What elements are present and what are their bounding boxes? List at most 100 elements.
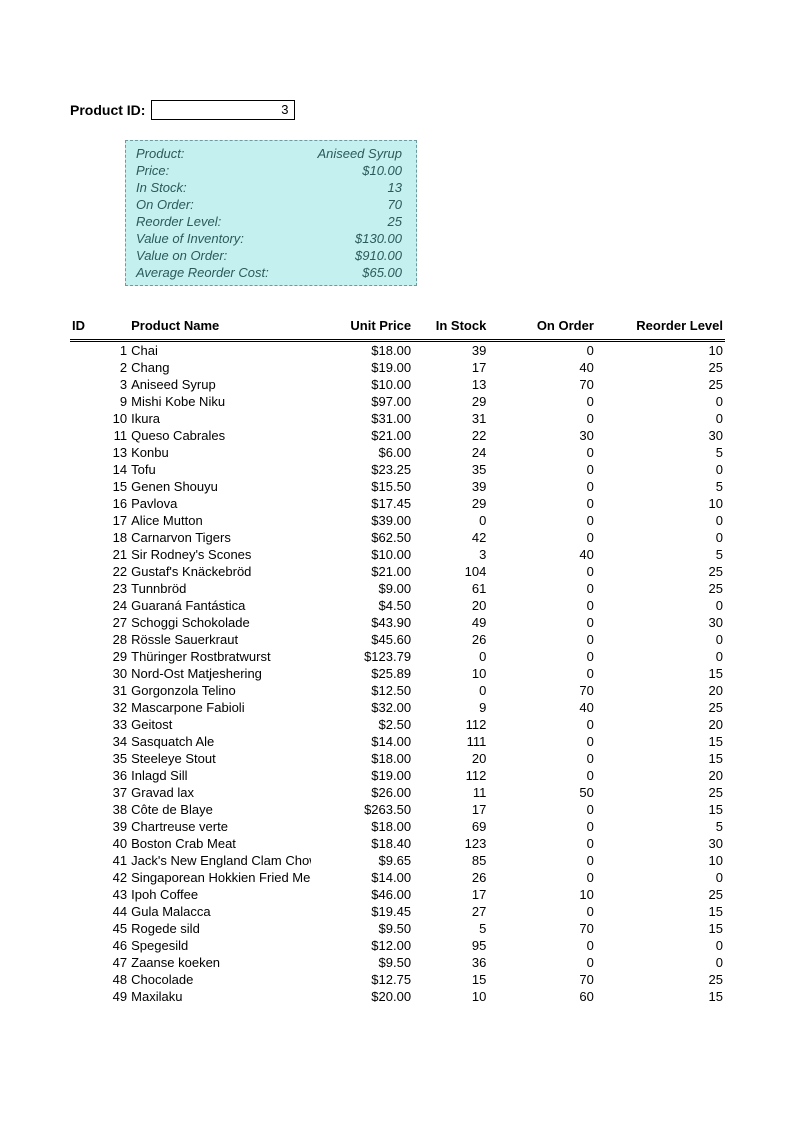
cell-id: 38 <box>70 801 129 818</box>
cell-onorder: 0 <box>488 563 596 580</box>
info-row: Price:$10.00 <box>126 162 416 179</box>
cell-reorder: 0 <box>596 461 725 478</box>
cell-reorder: 0 <box>596 937 725 954</box>
cell-onorder: 0 <box>488 852 596 869</box>
table-row: 21Sir Rodney's Scones$10.003405 <box>70 546 725 563</box>
table-row: 1Chai$18.0039010 <box>70 341 725 360</box>
cell-onorder: 0 <box>488 665 596 682</box>
table-row: 49Maxilaku$20.00106015 <box>70 988 725 1005</box>
cell-onorder: 0 <box>488 614 596 631</box>
cell-price: $10.00 <box>311 376 413 393</box>
cell-price: $14.00 <box>311 869 413 886</box>
cell-reorder: 5 <box>596 818 725 835</box>
info-row: Average Reorder Cost:$65.00 <box>126 264 416 281</box>
table-row: 9Mishi Kobe Niku$97.002900 <box>70 393 725 410</box>
cell-name: Côte de Blaye <box>129 801 311 818</box>
table-row: 24Guaraná Fantástica$4.502000 <box>70 597 725 614</box>
cell-price: $4.50 <box>311 597 413 614</box>
cell-instock: 3 <box>413 546 488 563</box>
table-header: ID Product Name Unit Price In Stock On O… <box>70 314 725 341</box>
info-key: Average Reorder Cost: <box>126 264 274 281</box>
table-row: 48Chocolade$12.75157025 <box>70 971 725 988</box>
cell-id: 44 <box>70 903 129 920</box>
cell-price: $62.50 <box>311 529 413 546</box>
cell-name: Pavlova <box>129 495 311 512</box>
cell-instock: 5 <box>413 920 488 937</box>
cell-price: $9.50 <box>311 920 413 937</box>
cell-reorder: 25 <box>596 359 725 376</box>
cell-onorder: 0 <box>488 733 596 750</box>
cell-reorder: 15 <box>596 920 725 937</box>
col-id: ID <box>70 314 129 341</box>
table-row: 18Carnarvon Tigers$62.504200 <box>70 529 725 546</box>
table-row: 41Jack's New England Clam Chowder$9.6585… <box>70 852 725 869</box>
cell-reorder: 10 <box>596 341 725 360</box>
cell-price: $21.00 <box>311 427 413 444</box>
cell-onorder: 70 <box>488 682 596 699</box>
cell-price: $18.00 <box>311 750 413 767</box>
products-table: ID Product Name Unit Price In Stock On O… <box>70 314 725 1005</box>
cell-onorder: 0 <box>488 631 596 648</box>
cell-price: $12.00 <box>311 937 413 954</box>
cell-name: Nord-Ost Matjeshering <box>129 665 311 682</box>
cell-instock: 36 <box>413 954 488 971</box>
info-key: Value of Inventory: <box>126 230 274 247</box>
cell-reorder: 0 <box>596 512 725 529</box>
info-row: On Order:70 <box>126 196 416 213</box>
cell-onorder: 0 <box>488 750 596 767</box>
cell-name: Rössle Sauerkraut <box>129 631 311 648</box>
cell-instock: 0 <box>413 512 488 529</box>
cell-instock: 17 <box>413 886 488 903</box>
cell-id: 29 <box>70 648 129 665</box>
cell-instock: 61 <box>413 580 488 597</box>
info-val: $130.00 <box>274 230 412 247</box>
cell-id: 49 <box>70 988 129 1005</box>
table-row: 44Gula Malacca$19.4527015 <box>70 903 725 920</box>
cell-name: Chocolade <box>129 971 311 988</box>
cell-price: $2.50 <box>311 716 413 733</box>
cell-onorder: 0 <box>488 648 596 665</box>
cell-reorder: 25 <box>596 784 725 801</box>
cell-name: Aniseed Syrup <box>129 376 311 393</box>
cell-instock: 39 <box>413 341 488 360</box>
cell-price: $12.50 <box>311 682 413 699</box>
cell-reorder: 30 <box>596 835 725 852</box>
cell-onorder: 70 <box>488 376 596 393</box>
col-price: Unit Price <box>311 314 413 341</box>
cell-reorder: 0 <box>596 631 725 648</box>
cell-name: Queso Cabrales <box>129 427 311 444</box>
info-val: $10.00 <box>274 162 412 179</box>
product-id-input[interactable]: 3 <box>151 100 295 120</box>
cell-onorder: 0 <box>488 597 596 614</box>
cell-instock: 27 <box>413 903 488 920</box>
cell-instock: 85 <box>413 852 488 869</box>
cell-price: $97.00 <box>311 393 413 410</box>
cell-reorder: 0 <box>596 393 725 410</box>
cell-id: 41 <box>70 852 129 869</box>
cell-reorder: 15 <box>596 750 725 767</box>
cell-onorder: 0 <box>488 478 596 495</box>
cell-instock: 17 <box>413 359 488 376</box>
cell-instock: 11 <box>413 784 488 801</box>
table-row: 45Rogede sild$9.5057015 <box>70 920 725 937</box>
cell-id: 24 <box>70 597 129 614</box>
cell-name: Tofu <box>129 461 311 478</box>
cell-onorder: 0 <box>488 818 596 835</box>
cell-id: 15 <box>70 478 129 495</box>
cell-name: Rogede sild <box>129 920 311 937</box>
cell-onorder: 40 <box>488 359 596 376</box>
info-key: Price: <box>126 162 274 179</box>
cell-name: Ipoh Coffee <box>129 886 311 903</box>
table-row: 39Chartreuse verte$18.006905 <box>70 818 725 835</box>
info-key: In Stock: <box>126 179 274 196</box>
cell-instock: 112 <box>413 716 488 733</box>
cell-onorder: 0 <box>488 495 596 512</box>
cell-id: 36 <box>70 767 129 784</box>
info-val: Aniseed Syrup <box>274 145 412 162</box>
cell-price: $23.25 <box>311 461 413 478</box>
cell-id: 48 <box>70 971 129 988</box>
cell-name: Gravad lax <box>129 784 311 801</box>
info-row: Value on Order:$910.00 <box>126 247 416 264</box>
cell-id: 43 <box>70 886 129 903</box>
cell-price: $9.50 <box>311 954 413 971</box>
